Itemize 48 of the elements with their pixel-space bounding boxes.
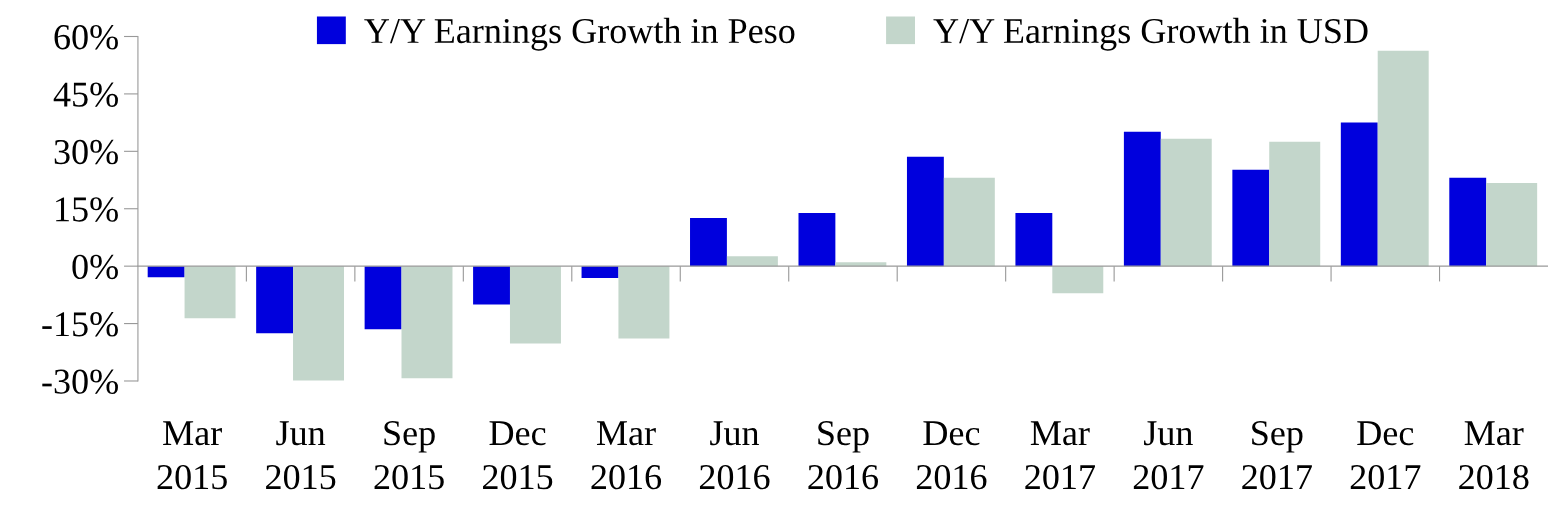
bar: [184, 266, 236, 319]
x-tick-label: Sep 2016: [808, 421, 878, 490]
bar: [618, 266, 670, 339]
x-tick-label: Mar 2017: [1025, 421, 1095, 490]
legend-label: Y/Y Earnings Growth in Peso: [364, 17, 795, 51]
y-tick-label: -30%: [42, 369, 118, 394]
x-tick-label: Dec 2015: [483, 421, 553, 490]
x-tick-label: Jun 2017: [1133, 421, 1204, 490]
bar: [1232, 169, 1270, 267]
bar: [835, 262, 887, 267]
bar: [401, 266, 453, 379]
bar: [1160, 138, 1212, 267]
bar: [1449, 177, 1487, 267]
bar: [1015, 212, 1053, 267]
bar: [1377, 50, 1429, 267]
x-tick-label: Mar 2015: [157, 421, 227, 490]
bar: [147, 266, 185, 278]
bar: [906, 156, 944, 267]
x-tick-label: Jun 2016: [699, 421, 770, 490]
bar: [726, 256, 778, 267]
bar: [1486, 183, 1538, 267]
bar: [364, 266, 402, 330]
bar: [798, 212, 836, 267]
bar: [256, 266, 294, 334]
y-tick-label: 15%: [56, 197, 118, 222]
bar: [1052, 266, 1104, 294]
y-tick-label: 0%: [72, 254, 118, 280]
bar: [690, 217, 727, 267]
y-tick-label: 45%: [53, 82, 118, 107]
x-tick-label: Mar 2018: [1459, 421, 1529, 490]
bar: [1269, 141, 1321, 267]
bar: [293, 266, 345, 381]
y-tick-label: 30%: [54, 139, 118, 165]
legend-label: Y/Y Earnings Growth in USD: [933, 17, 1368, 51]
bar: [1340, 122, 1378, 267]
bar: [1123, 131, 1161, 267]
x-tick-label: Sep 2017: [1242, 421, 1312, 490]
bar: [581, 266, 619, 279]
x-tick-label: Sep 2015: [374, 421, 444, 490]
bar: [943, 177, 995, 267]
bar: [509, 266, 561, 344]
x-tick-label: Dec 2017: [1350, 421, 1421, 490]
x-tick-label: Jun 2015: [266, 421, 336, 490]
x-tick-label: Mar 2016: [591, 421, 662, 490]
x-tick-label: Dec 2016: [916, 421, 987, 490]
bar: [473, 266, 510, 305]
y-tick-label: -15%: [42, 312, 118, 337]
y-tick-label: 60%: [54, 25, 118, 50]
